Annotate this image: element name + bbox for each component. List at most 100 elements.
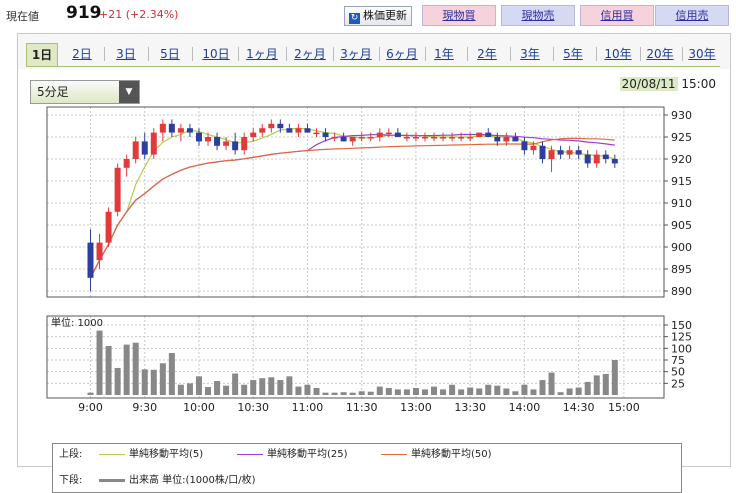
price-tick-label: 910 [671,197,692,210]
candle-body [322,132,329,137]
volume-bar [476,388,483,395]
price-volume-chart: 930 925 920 915 910 905 900 895 890 150125100755… [46,106,692,414]
candle-body [340,137,347,142]
volume-bar [584,381,591,395]
tab-20y[interactable]: 20年 [646,47,674,61]
volume-tick-label: 50 [671,366,685,379]
spot-sell-button[interactable]: 現物売 [501,5,575,26]
candle-body [421,137,428,139]
candle-body [159,123,166,133]
legend-volume: 出来高 単位:(1000株/口/枚) [99,474,256,488]
volume-bar [177,384,184,395]
candle-body [485,132,492,137]
spot-buy-button[interactable]: 現物買 [422,5,496,26]
tab-2d[interactable]: 2日 [72,47,92,61]
candle-body [584,154,591,164]
interval-select[interactable]: 5分足 ▼ [30,80,140,104]
candle-body [313,132,320,135]
candle-body [105,211,112,243]
chart-panel: 5分足 ▼ 20/08/11 15:00 930 925 920 915 910 905 9… [18,69,730,493]
volume-bar [403,389,410,395]
volume-bar [376,386,383,395]
update-price-button[interactable]: ↻ 株価更新 [344,6,412,26]
volume-bar [159,363,166,395]
volume-bar [449,384,456,395]
current-price: 919 [66,3,102,23]
price-tick-label: 895 [671,263,692,276]
candle-body [557,150,564,155]
volume-bar [340,392,347,395]
candle-body [403,137,410,139]
volume-bar [358,391,365,395]
candle-body [195,132,202,142]
tab-3d[interactable]: 3日 [116,47,136,61]
candle-body [358,137,365,139]
tab-2y[interactable]: 2年 [477,47,497,61]
legend-ma5: 単純移動平均(5) [99,448,203,462]
candle-body [467,137,474,139]
time-tick-label: 13:00 [400,401,432,414]
quote-header: 現在値 919 +21 (+2.34%) ↻ 株価更新 現物買 現物売 信用買 信… [0,0,736,30]
volume-bar [602,374,609,395]
time-tick-label: 11:30 [346,401,378,414]
volume-bar [241,384,248,395]
chart-datetime: 20/08/11 15:00 [619,77,716,91]
chevron-down-icon[interactable]: ▼ [119,81,139,103]
candle-body [593,154,600,164]
tab-6m[interactable]: 6ヶ月 [386,47,418,61]
volume-bar [521,384,528,395]
candle-body [114,167,121,212]
volume-bar [421,389,428,395]
volume-bar [250,380,257,395]
candle-body [431,137,438,139]
candle-body [286,128,293,133]
tab-1y[interactable]: 1年 [434,47,454,61]
volume-unit-label: 単位: 1000 [51,316,103,329]
tab-1d[interactable]: 1日 [26,43,58,67]
tab-underline [26,66,720,67]
tab-3y[interactable]: 3年 [520,47,540,61]
candle-body [223,141,230,146]
tab-5y[interactable]: 5年 [563,47,583,61]
tab-3m[interactable]: 3ヶ月 [340,47,372,61]
legend-ma50: 単純移動平均(50) [381,448,492,462]
candle-body [503,137,510,142]
candle-body [602,154,609,159]
volume-plot-border [46,315,665,399]
chart-legend: 上段: 単純移動平均(5) 単純移動平均(25) 単純移動平均(50) 下段: … [52,443,682,493]
tab-2m[interactable]: 2ヶ月 [294,47,326,61]
margin-buy-button[interactable]: 信用買 [580,5,654,26]
candle-body [349,137,356,142]
volume-bar [223,385,230,395]
volume-bar [548,372,555,395]
chart-time: 15:00 [681,77,716,91]
candle-body [385,132,392,135]
volume-bar [141,369,148,395]
time-tick-label: 11:00 [292,401,324,414]
price-tick-label: 925 [671,131,692,144]
candle-body [566,150,573,155]
tab-10y[interactable]: 10年 [604,47,632,61]
tab-10d[interactable]: 10日 [202,47,230,61]
volume-bar [105,346,112,395]
volume-bar [286,376,293,395]
volume-bar [205,387,212,395]
volume-bar [304,384,311,395]
volume-bar [539,380,546,395]
volume-bar [412,388,419,395]
candle-body [295,128,302,133]
tab-5d[interactable]: 5日 [160,47,180,61]
candle-body [611,159,618,164]
volume-bar [114,367,121,395]
candle-body [367,137,374,139]
margin-sell-button[interactable]: 信用売 [655,5,729,26]
tab-30y[interactable]: 30年 [688,47,716,61]
candle-body [458,137,465,139]
volume-bar [268,377,275,395]
tab-1m[interactable]: 1ヶ月 [246,47,278,61]
refresh-icon: ↻ [349,13,360,24]
time-tick-label: 10:30 [237,401,269,414]
volume-bar [87,392,94,395]
legend-upper-label: 上段: [59,449,83,460]
candle-body [331,137,338,139]
